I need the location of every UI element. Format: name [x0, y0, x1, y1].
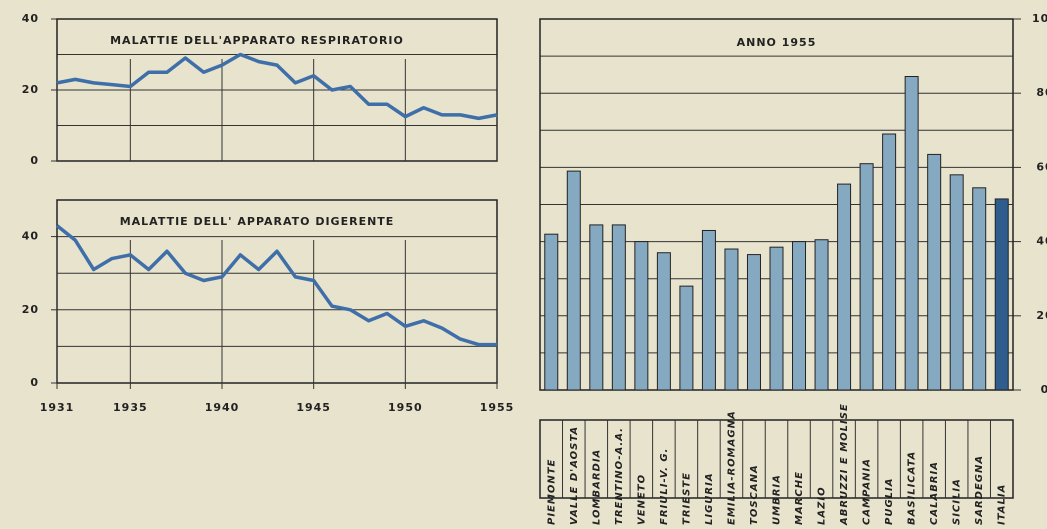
x-tick-label: TRIESTE: [681, 472, 692, 525]
x-tick-label: ITALIA: [997, 484, 1008, 525]
y-tick-label: 0: [1041, 383, 1047, 396]
y-tick-label: 20: [1036, 309, 1047, 322]
bar: [882, 133, 897, 391]
x-tick-label: CAMPANIA: [862, 458, 873, 525]
y-tick-label: 80: [1036, 86, 1047, 99]
bar: [746, 254, 761, 391]
bar: [679, 285, 694, 391]
x-tick-label: TOSCANA: [749, 464, 760, 525]
y-tick-label: 0: [30, 154, 39, 167]
bar: [724, 248, 739, 391]
bar: [544, 233, 559, 391]
bar: [792, 241, 807, 391]
x-tick-label: PUGLIA: [884, 478, 895, 526]
data-line: [55, 224, 497, 347]
x-tick-label: LIGURIA: [704, 472, 715, 525]
data-line: [56, 52, 498, 121]
bar: [611, 224, 626, 391]
bar: [589, 224, 604, 391]
y-tick-label: 0: [30, 376, 39, 389]
y-tick-label: 40: [22, 230, 39, 243]
x-tick-label: BASILICATA: [907, 451, 918, 525]
label-frame: [539, 419, 1014, 499]
bar: [972, 187, 987, 391]
y-tick-label: 60: [1036, 160, 1047, 173]
y-tick-label: 20: [22, 303, 39, 316]
x-tick-label: 1955: [480, 401, 515, 414]
x-tick-label: FRIULI-V. G.: [659, 448, 670, 525]
x-tick-label: EMILIA-ROMAGNA: [726, 410, 737, 525]
x-tick-label: SICILIA: [952, 478, 963, 525]
bar: [837, 183, 852, 391]
chart-title: MALATTIE DELL' APPARATO DIGERENTE: [120, 215, 395, 228]
bar: [634, 241, 649, 391]
x-tick-label: 1940: [205, 401, 240, 414]
x-tick-label: 1950: [388, 401, 423, 414]
x-tick-label: UMBRIA: [772, 474, 783, 525]
bar: [814, 239, 829, 391]
x-tick-label: VALLE D'AOSTA: [569, 426, 580, 525]
x-tick-label: ABRUZZI E MOLISE: [839, 403, 850, 526]
x-tick-label: SARDEGNA: [974, 455, 985, 525]
x-tick-label: TRENTINO-A.A.: [614, 427, 625, 525]
bar: [566, 170, 581, 391]
y-tick-label: 20: [22, 83, 39, 96]
chart-title: ANNO 1955: [737, 36, 817, 49]
y-tick-label: 100: [1032, 12, 1047, 25]
bar: [904, 76, 919, 391]
y-tick-label: 40: [22, 12, 39, 25]
x-tick-label: LAZIO: [817, 486, 828, 525]
bar: [949, 174, 964, 391]
x-tick-label: 1945: [296, 401, 331, 414]
chart-title: MALATTIE DELL'APPARATO RESPIRATORIO: [110, 34, 404, 47]
bar: [656, 252, 671, 391]
x-tick-label: VENETO: [636, 474, 647, 525]
x-tick-label: LOMBARDIA: [591, 449, 602, 525]
x-tick-label: 1931: [40, 401, 75, 414]
bar: [701, 229, 716, 391]
x-tick-label: 1935: [113, 401, 148, 414]
bar: [994, 198, 1009, 391]
x-tick-label: PIEMONTE: [546, 459, 557, 525]
x-tick-label: MARCHE: [794, 471, 805, 525]
bar: [769, 246, 784, 391]
x-tick-label: CALABRIA: [929, 461, 940, 525]
y-tick-label: 40: [1036, 235, 1047, 248]
bar: [859, 163, 874, 391]
bar: [927, 153, 942, 391]
